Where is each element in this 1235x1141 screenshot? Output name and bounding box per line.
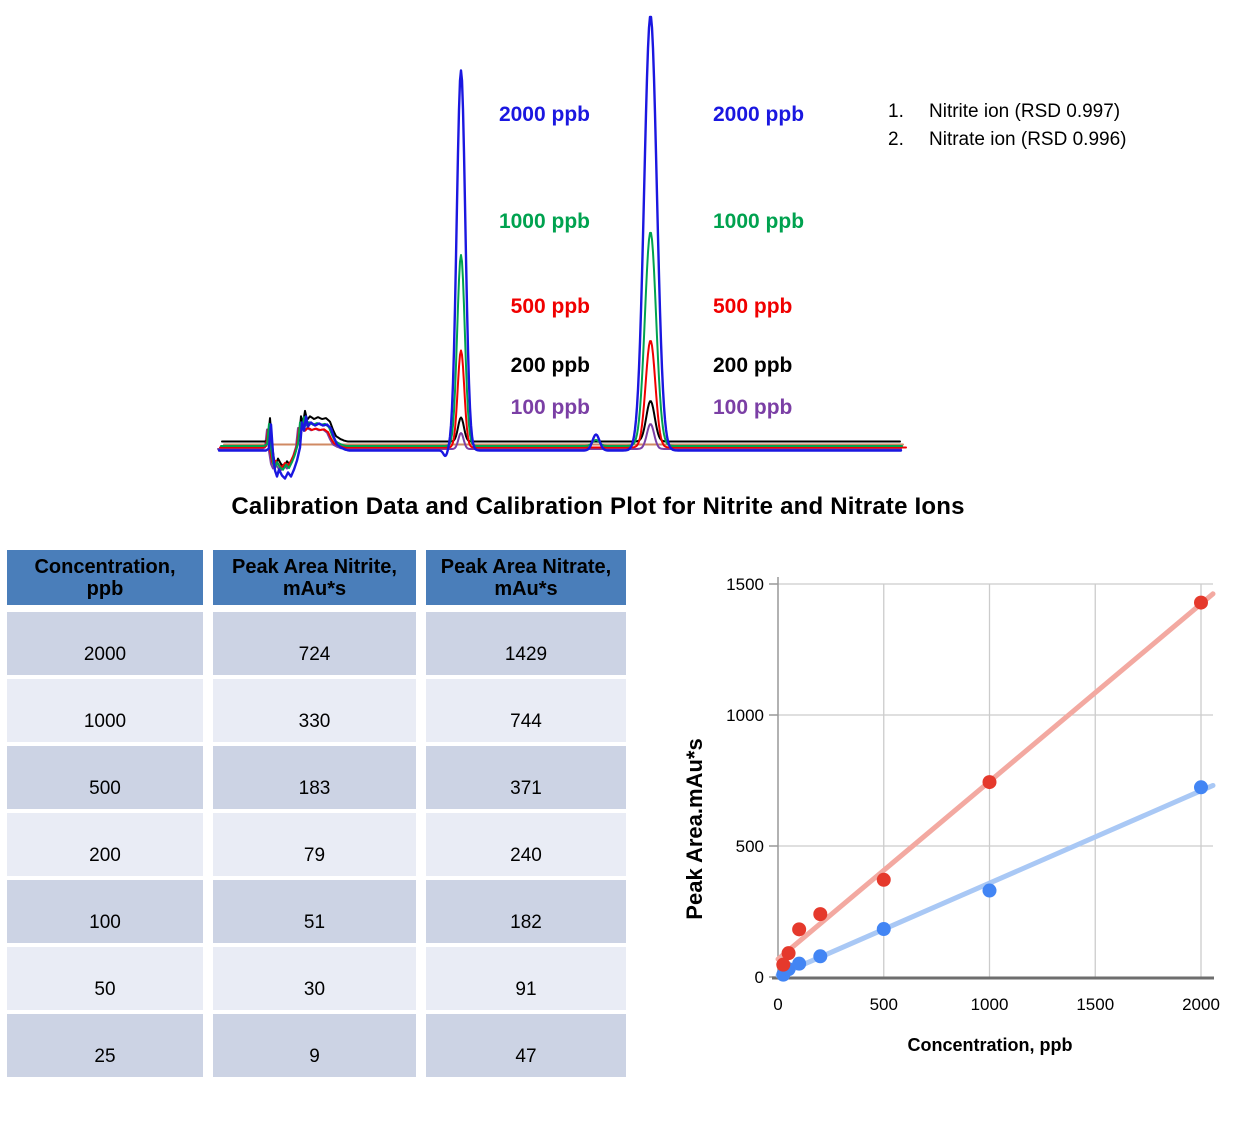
conc-label-left-500-ppb: 500 ppb bbox=[510, 295, 590, 318]
point-Peak-Area-Nitrite-mAu-s-500 bbox=[876, 922, 891, 937]
table-cell: 724 bbox=[213, 612, 416, 675]
table-cell: 1429 bbox=[426, 612, 626, 675]
conc-label-right-1000-ppb: 1000 ppb bbox=[713, 210, 805, 233]
header-line: Concentration, bbox=[34, 555, 176, 578]
table-cell: 25 bbox=[7, 1014, 203, 1077]
legend-label: Nitrate ion (RSD 0.996) bbox=[929, 129, 1127, 150]
header-line: mAu*s bbox=[282, 577, 347, 600]
point-Peak-Area-Nitrite-mAu-s-200 bbox=[813, 949, 828, 964]
point-Peak-Area-Nitrite-mAu-s-2000 bbox=[1194, 780, 1208, 795]
conc-label-right-2000-ppb: 2000 ppb bbox=[713, 103, 805, 126]
table-cell: 330 bbox=[213, 679, 416, 742]
point-Peak-Area-Nitrate-mAu-s-2000 bbox=[1194, 595, 1208, 610]
point-Peak-Area-Nitrate-mAu-s-25 bbox=[776, 957, 791, 972]
y-axis-label: Peak Area.mAu*s bbox=[682, 738, 707, 920]
trendline-Peak-Area-Nitrate-mAu-s bbox=[775, 591, 1216, 962]
table-body: 2000 724 1429 1000 330 744 500 183 371 200 79 240 10… bbox=[7, 612, 626, 1077]
table-cell: 50 bbox=[7, 947, 203, 1010]
x-tick-label-1000: 1000 bbox=[971, 995, 1009, 1014]
table-cell: 182 bbox=[426, 880, 626, 943]
table-row: 2000 724 1429 bbox=[7, 612, 626, 675]
x-tick-label-500: 500 bbox=[870, 995, 898, 1014]
legend-item-nitrite: 1. Nitrite ion (RSD 0.997) bbox=[888, 98, 1126, 126]
table-cell: 9 bbox=[213, 1014, 416, 1077]
conc-label-left-200-ppb: 200 ppb bbox=[510, 354, 590, 377]
x-tick-label-0: 0 bbox=[773, 995, 782, 1014]
table-row: 100 51 182 bbox=[7, 880, 626, 943]
conc-label-left-2000-ppb: 2000 ppb bbox=[498, 103, 590, 126]
point-Peak-Area-Nitrate-mAu-s-100 bbox=[792, 922, 807, 937]
point-Peak-Area-Nitrate-mAu-s-1000 bbox=[982, 775, 997, 790]
conc-label-right-200-ppb: 200 ppb bbox=[713, 354, 793, 377]
table-row: 1000 330 744 bbox=[7, 679, 626, 742]
conc-label-right-100-ppb: 100 ppb bbox=[713, 396, 793, 419]
table-header-cell: Concentration, ppb bbox=[7, 550, 203, 605]
trace-200-ppb bbox=[221, 400, 901, 468]
table-cell: 1000 bbox=[7, 679, 203, 742]
trace-100-ppb bbox=[217, 422, 902, 471]
table-row: 25 9 47 bbox=[7, 1014, 626, 1077]
point-Peak-Area-Nitrate-mAu-s-50 bbox=[781, 946, 796, 961]
header-line: Peak Area Nitrate, bbox=[440, 555, 612, 578]
table-cell: 51 bbox=[213, 880, 416, 943]
table-row: 50 30 91 bbox=[7, 947, 626, 1010]
peak-legend: 1. Nitrite ion (RSD 0.997) 2. Nitrate ion … bbox=[888, 98, 1126, 154]
y-tick-label-1500: 1500 bbox=[726, 575, 764, 594]
table-header-cell: Peak Area Nitrite, mAu*s bbox=[213, 550, 416, 605]
conc-label-right-500-ppb: 500 ppb bbox=[713, 295, 793, 318]
calibration-table: Concentration, ppb Peak Area Nitrite, mAu*s… bbox=[7, 550, 626, 1081]
table-row: 200 79 240 bbox=[7, 813, 626, 876]
trace-500-ppb bbox=[219, 340, 907, 469]
table-cell: 91 bbox=[426, 947, 626, 1010]
table-cell: 371 bbox=[426, 746, 626, 809]
y-tick-label-500: 500 bbox=[736, 837, 764, 856]
table-cell: 500 bbox=[7, 746, 203, 809]
trace-2000-ppb bbox=[217, 15, 903, 480]
section-title: Calibration Data and Calibration Plot fo… bbox=[231, 493, 965, 520]
legend-label: Nitrite ion (RSD 0.997) bbox=[929, 101, 1121, 122]
point-Peak-Area-Nitrite-mAu-s-1000 bbox=[982, 883, 997, 898]
legend-number: 1. bbox=[888, 101, 904, 122]
legend-item-nitrate: 2. Nitrate ion (RSD 0.996) bbox=[888, 126, 1126, 154]
table-cell: 200 bbox=[7, 813, 203, 876]
conc-label-left-1000-ppb: 1000 ppb bbox=[498, 210, 590, 233]
header-line: Peak Area Nitrite, bbox=[232, 555, 397, 578]
table-header-cell: Peak Area Nitrate, mAu*s bbox=[426, 550, 626, 605]
table-cell: 30 bbox=[213, 947, 416, 1010]
conc-label-left-100-ppb: 100 ppb bbox=[510, 396, 590, 419]
table-cell: 240 bbox=[426, 813, 626, 876]
trendline-Peak-Area-Nitrite-mAu-s bbox=[775, 782, 1216, 979]
y-tick-label-1000: 1000 bbox=[726, 706, 764, 725]
header-line: mAu*s bbox=[494, 577, 558, 600]
table-cell: 183 bbox=[213, 746, 416, 809]
x-tick-label-1500: 1500 bbox=[1076, 995, 1114, 1014]
x-axis-label: Concentration, ppb bbox=[907, 1035, 1073, 1055]
point-Peak-Area-Nitrite-mAu-s-100 bbox=[792, 956, 807, 971]
table-cell: 744 bbox=[426, 679, 626, 742]
y-tick-label-0: 0 bbox=[755, 968, 764, 987]
header-line: ppb bbox=[86, 577, 124, 600]
calibration-scatter-chart: 0 500 1000 1500 0 500 1000 1500 2000 bbox=[726, 575, 1220, 1014]
table-cell: 100 bbox=[7, 880, 203, 943]
table-header-row: Concentration, ppb Peak Area Nitrite, mAu*s… bbox=[7, 550, 626, 605]
table-row: 500 183 371 bbox=[7, 746, 626, 809]
legend-number: 2. bbox=[888, 129, 904, 150]
table-cell: 2000 bbox=[7, 612, 203, 675]
table-cell: 47 bbox=[426, 1014, 626, 1077]
chromatogram-plot bbox=[217, 15, 907, 480]
table-cell: 79 bbox=[213, 813, 416, 876]
point-Peak-Area-Nitrate-mAu-s-500 bbox=[876, 872, 891, 887]
x-tick-label-2000: 2000 bbox=[1182, 995, 1220, 1014]
point-Peak-Area-Nitrate-mAu-s-200 bbox=[813, 907, 828, 922]
